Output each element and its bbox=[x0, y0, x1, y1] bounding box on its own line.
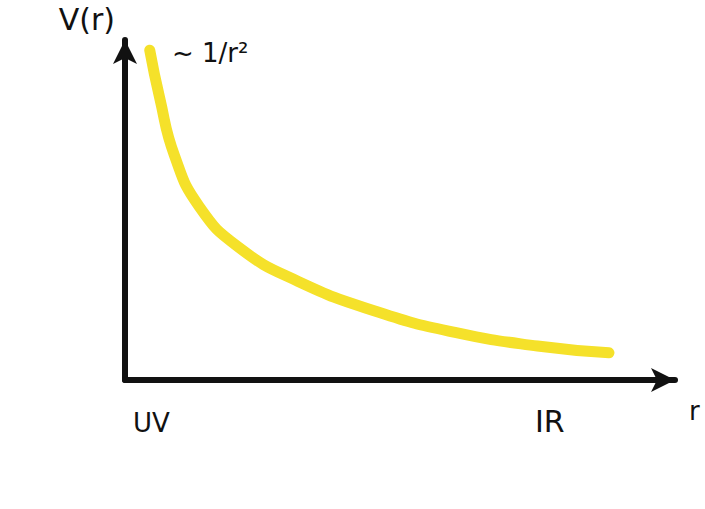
svg-text:r: r bbox=[689, 396, 700, 426]
svg-text:~ 1/r²: ~ 1/r² bbox=[172, 38, 248, 68]
svg-text:UV: UV bbox=[133, 408, 170, 438]
svg-text:V(r): V(r) bbox=[59, 2, 115, 37]
svg-text:IR: IR bbox=[535, 404, 565, 439]
